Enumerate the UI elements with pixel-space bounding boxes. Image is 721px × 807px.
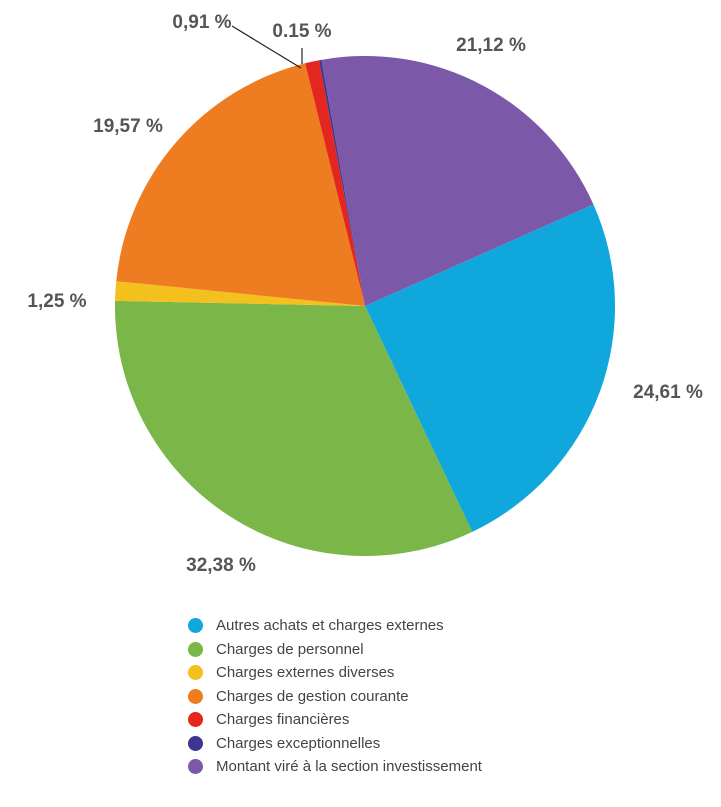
- slice-label-montant-vire-a-la-section-investissement: 21,12 %: [456, 35, 526, 56]
- legend-item-charges-de-gestion-courante: Charges de gestion courante: [188, 685, 482, 709]
- slice-label-charges-de-gestion-courante: 19,57 %: [93, 116, 163, 137]
- legend-swatch: [188, 641, 203, 657]
- leader-lines: [231, 25, 303, 69]
- legend: Autres achats et charges externes Charges…: [188, 614, 482, 779]
- pie-slice-charges-externes-diverses: [115, 281, 365, 306]
- slice-label-charges-de-personnel: 32,38 %: [186, 555, 256, 576]
- pie-slice-autres-achats-et-charges-externes: [365, 204, 615, 532]
- legend-label: Charges externes diverses: [216, 664, 395, 682]
- legend-swatch: [188, 688, 203, 704]
- legend-item-charges-exceptionnelles: Charges exceptionnelles: [188, 732, 482, 756]
- pie-slice-montant-vire-a-la-section-investissement: [321, 56, 594, 306]
- pie-slice-charges-de-personnel: [114, 300, 473, 556]
- slice-label-charges-externes-diverses: 1,25 %: [27, 291, 86, 312]
- legend-label: Charges de gestion courante: [216, 687, 409, 705]
- legend-swatch: [188, 618, 203, 634]
- pie-chart: 24,61 % 32,38 % 1,25 % 19,57 % 0,91 % 0.15 % 2…: [27, 12, 703, 576]
- legend-label: Charges de personnel: [216, 640, 364, 658]
- pie-slice-charges-de-gestion-courante: [116, 63, 365, 306]
- pie-slice-charges-exceptionnelles: [319, 59, 365, 306]
- legend-item-charges-financieres: Charges financières: [188, 708, 482, 732]
- legend-label: Charges financières: [216, 711, 350, 729]
- slice-labels: 24,61 % 32,38 % 1,25 % 19,57 % 0,91 % 0.15 % 2…: [27, 12, 703, 576]
- legend-label: Autres achats et charges externes: [216, 617, 444, 635]
- slice-label-charges-financieres: 0,91 %: [172, 12, 231, 33]
- slice-label-charges-exceptionnelles: 0.15 %: [272, 21, 331, 42]
- legend-item-autres-achats-et-charges-externes: Autres achats et charges externes: [188, 614, 482, 638]
- legend-item-montant-vire-a-la-section-investissement: Montant viré à la section investissement: [188, 755, 482, 779]
- leader-line-charges-financieres: [231, 25, 302, 69]
- pie-slice-charges-financieres: [305, 60, 365, 306]
- legend-swatch: [188, 735, 203, 751]
- legend-swatch: [188, 665, 203, 681]
- legend-swatch: [188, 712, 203, 728]
- pie-slices: [114, 56, 615, 556]
- legend-swatch: [188, 759, 203, 775]
- legend-item-charges-externes-diverses: Charges externes diverses: [188, 661, 482, 685]
- legend-label: Charges exceptionnelles: [216, 734, 381, 752]
- legend-label: Montant viré à la section investissement: [216, 758, 482, 776]
- legend-item-charges-de-personnel: Charges de personnel: [188, 638, 482, 662]
- slice-label-autres-achats-et-charges-externes: 24,61 %: [633, 382, 703, 403]
